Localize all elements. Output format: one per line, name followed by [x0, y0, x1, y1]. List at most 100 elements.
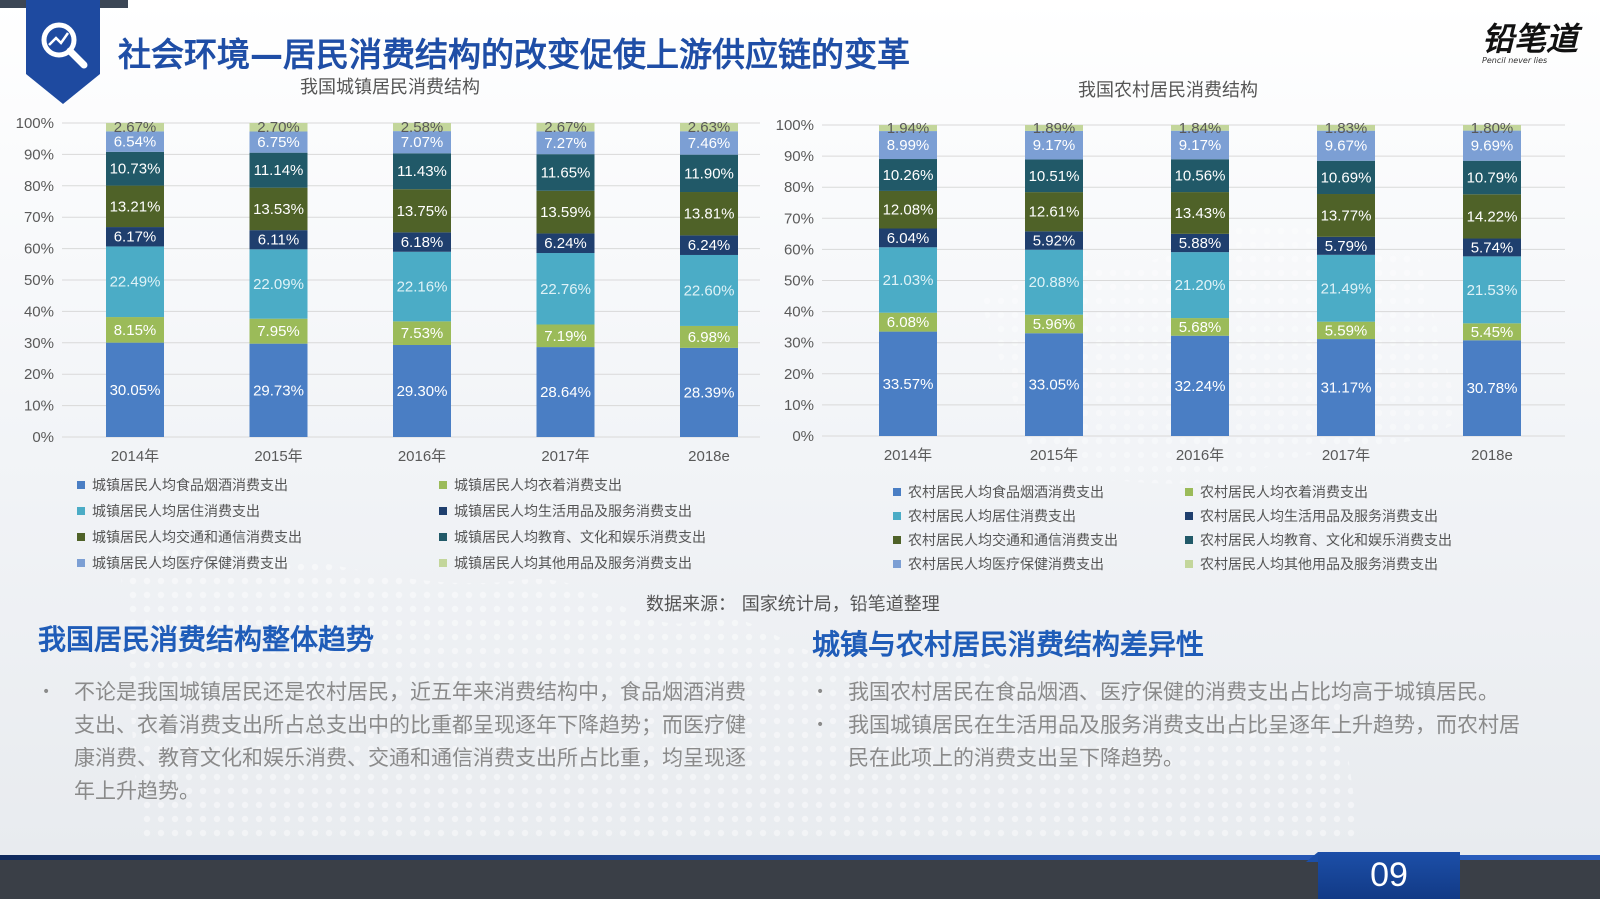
- bar-segment-medical: [680, 131, 738, 155]
- bar-segment-daily: [879, 228, 937, 248]
- data-label: 14.22%: [1467, 208, 1518, 225]
- data-label: 29.73%: [253, 382, 304, 399]
- data-label: 21.53%: [1467, 282, 1518, 299]
- data-label: 2.70%: [257, 119, 300, 136]
- bar-segment-education: [1317, 160, 1375, 195]
- bullet-text: 我国城镇居民在生活用品及服务消费支出占比呈逐年上升趋势，而农村居民在此项上的消费…: [848, 713, 1520, 770]
- bar-segment-medical: [393, 131, 451, 154]
- bar-segment-other: [1171, 125, 1229, 131]
- data-label: 11.90%: [684, 165, 734, 182]
- x-tick-label: 2015年: [1030, 447, 1078, 464]
- bar-segment-food: [106, 342, 164, 437]
- bullet-text: 我国农村居民在食品烟酒、医疗保健的消费支出占比均高于城镇居民。: [848, 680, 1499, 704]
- data-label: 13.53%: [253, 201, 304, 218]
- x-tick-label: 2015年: [254, 448, 302, 465]
- bar-segment-housing: [1317, 254, 1375, 322]
- bar-segment-clothing: [680, 325, 738, 348]
- logo-text: 铅笔道: [1482, 20, 1579, 58]
- data-label: 21.03%: [883, 272, 934, 289]
- bar-segment-housing: [393, 251, 451, 322]
- data-label: 22.16%: [397, 279, 448, 296]
- data-label: 10.69%: [1321, 169, 1372, 186]
- data-label: 11.43%: [397, 163, 447, 180]
- y-tick-label: 70%: [784, 210, 814, 227]
- y-tick-label: 10%: [24, 398, 54, 415]
- legend-label: 农村居民人均其他用品及服务消费支出: [1200, 557, 1438, 573]
- y-tick-label: 80%: [24, 178, 54, 195]
- bar-segment-food: [1463, 340, 1521, 436]
- legend-item: 农村居民人均食品烟酒消费支出: [893, 482, 1104, 502]
- y-tick-label: 60%: [784, 241, 814, 258]
- data-label: 7.46%: [688, 135, 731, 152]
- data-label: 7.53%: [401, 325, 444, 342]
- x-tick-label: 2016年: [1176, 447, 1224, 464]
- x-tick-label: 2016年: [398, 448, 446, 465]
- y-tick-label: 40%: [24, 303, 54, 320]
- legend-swatch: [1185, 488, 1193, 496]
- bar-segment-education: [106, 151, 164, 186]
- bar-segment-daily: [1025, 231, 1083, 250]
- legend-label: 城镇居民人均居住消费支出: [92, 504, 260, 520]
- legend-label: 农村居民人均交通和通信消费支出: [908, 533, 1118, 549]
- data-label: 13.59%: [540, 204, 591, 221]
- data-label: 5.59%: [1325, 322, 1368, 339]
- data-label: 9.69%: [1471, 138, 1514, 155]
- bar-segment-daily: [536, 233, 595, 254]
- legend-swatch: [439, 507, 447, 515]
- bar-segment-other: [249, 123, 308, 132]
- bar-segment-housing: [1025, 249, 1083, 315]
- data-label: 21.20%: [1175, 277, 1226, 294]
- bar-segment-transport: [879, 190, 937, 229]
- legend-item: 农村居民人均医疗保健消费支出: [893, 554, 1104, 574]
- y-tick-label: 30%: [24, 335, 54, 352]
- y-tick-label: 40%: [784, 304, 814, 321]
- legend-swatch: [77, 507, 85, 515]
- page-title: 社会环境—居民消费结构的改变促使上游供应链的变革: [118, 35, 910, 74]
- data-label: 1.84%: [1179, 120, 1222, 137]
- bar-segment-medical: [249, 131, 308, 153]
- bar-segment-other: [106, 122, 164, 132]
- data-label: 1.80%: [1471, 120, 1514, 137]
- legend-swatch: [893, 512, 901, 520]
- bar-segment-housing: [879, 247, 937, 313]
- data-label: 12.61%: [1029, 204, 1080, 221]
- data-label: 1.89%: [1033, 120, 1076, 137]
- legend-item: 农村居民人均衣着消费支出: [1185, 482, 1368, 502]
- overall-trend-heading: 我国居民消费结构整体趋势: [38, 623, 375, 656]
- bar-segment-transport: [1171, 192, 1229, 234]
- y-tick-label: 50%: [784, 273, 814, 290]
- bar-segment-transport: [680, 192, 738, 236]
- overall-trend-bullets: • 不论是我国城镇居民还是农村居民，近五年来消费结构中，食品烟酒消费支出、衣着消…: [36, 676, 764, 808]
- bar-segment-daily: [1463, 238, 1521, 257]
- data-label: 13.77%: [1321, 207, 1372, 224]
- bar-segment-food: [879, 331, 937, 436]
- data-label: 5.74%: [1471, 239, 1514, 256]
- bullet-dot: •: [816, 684, 825, 700]
- legend-swatch: [1185, 560, 1193, 568]
- data-label: 6.24%: [544, 235, 587, 252]
- data-label: 6.04%: [887, 230, 930, 247]
- legend-item: 城镇居民人均居住消费支出: [77, 501, 260, 521]
- x-tick-label: 2017年: [541, 448, 589, 465]
- data-label: 22.60%: [684, 282, 735, 299]
- bar-segment-daily: [1317, 236, 1375, 255]
- bar-segment-other: [879, 125, 937, 132]
- bar-segment-education: [1025, 159, 1083, 193]
- data-label: 30.05%: [110, 382, 161, 399]
- data-label: 10.79%: [1467, 170, 1518, 187]
- bar-segment-food: [249, 343, 308, 437]
- x-tick-label: 2014年: [884, 447, 932, 464]
- data-label: 10.26%: [883, 167, 934, 184]
- y-tick-label: 20%: [24, 366, 54, 383]
- data-label: 8.99%: [887, 137, 930, 154]
- legend-item: 农村居民人均其他用品及服务消费支出: [1185, 554, 1438, 574]
- data-label: 5.88%: [1179, 235, 1222, 252]
- bullet-item: • 不论是我国城镇居民还是农村居民，近五年来消费结构中，食品烟酒消费支出、衣着消…: [36, 676, 764, 808]
- legend-swatch: [77, 559, 85, 567]
- legend-item: 城镇居民人均生活用品及服务消费支出: [439, 501, 692, 521]
- bar-segment-other: [680, 122, 738, 132]
- footer-accent-line: [0, 855, 1600, 861]
- bar-segment-food: [393, 344, 451, 437]
- bar-segment-food: [1171, 335, 1229, 436]
- data-label: 7.07%: [401, 134, 444, 151]
